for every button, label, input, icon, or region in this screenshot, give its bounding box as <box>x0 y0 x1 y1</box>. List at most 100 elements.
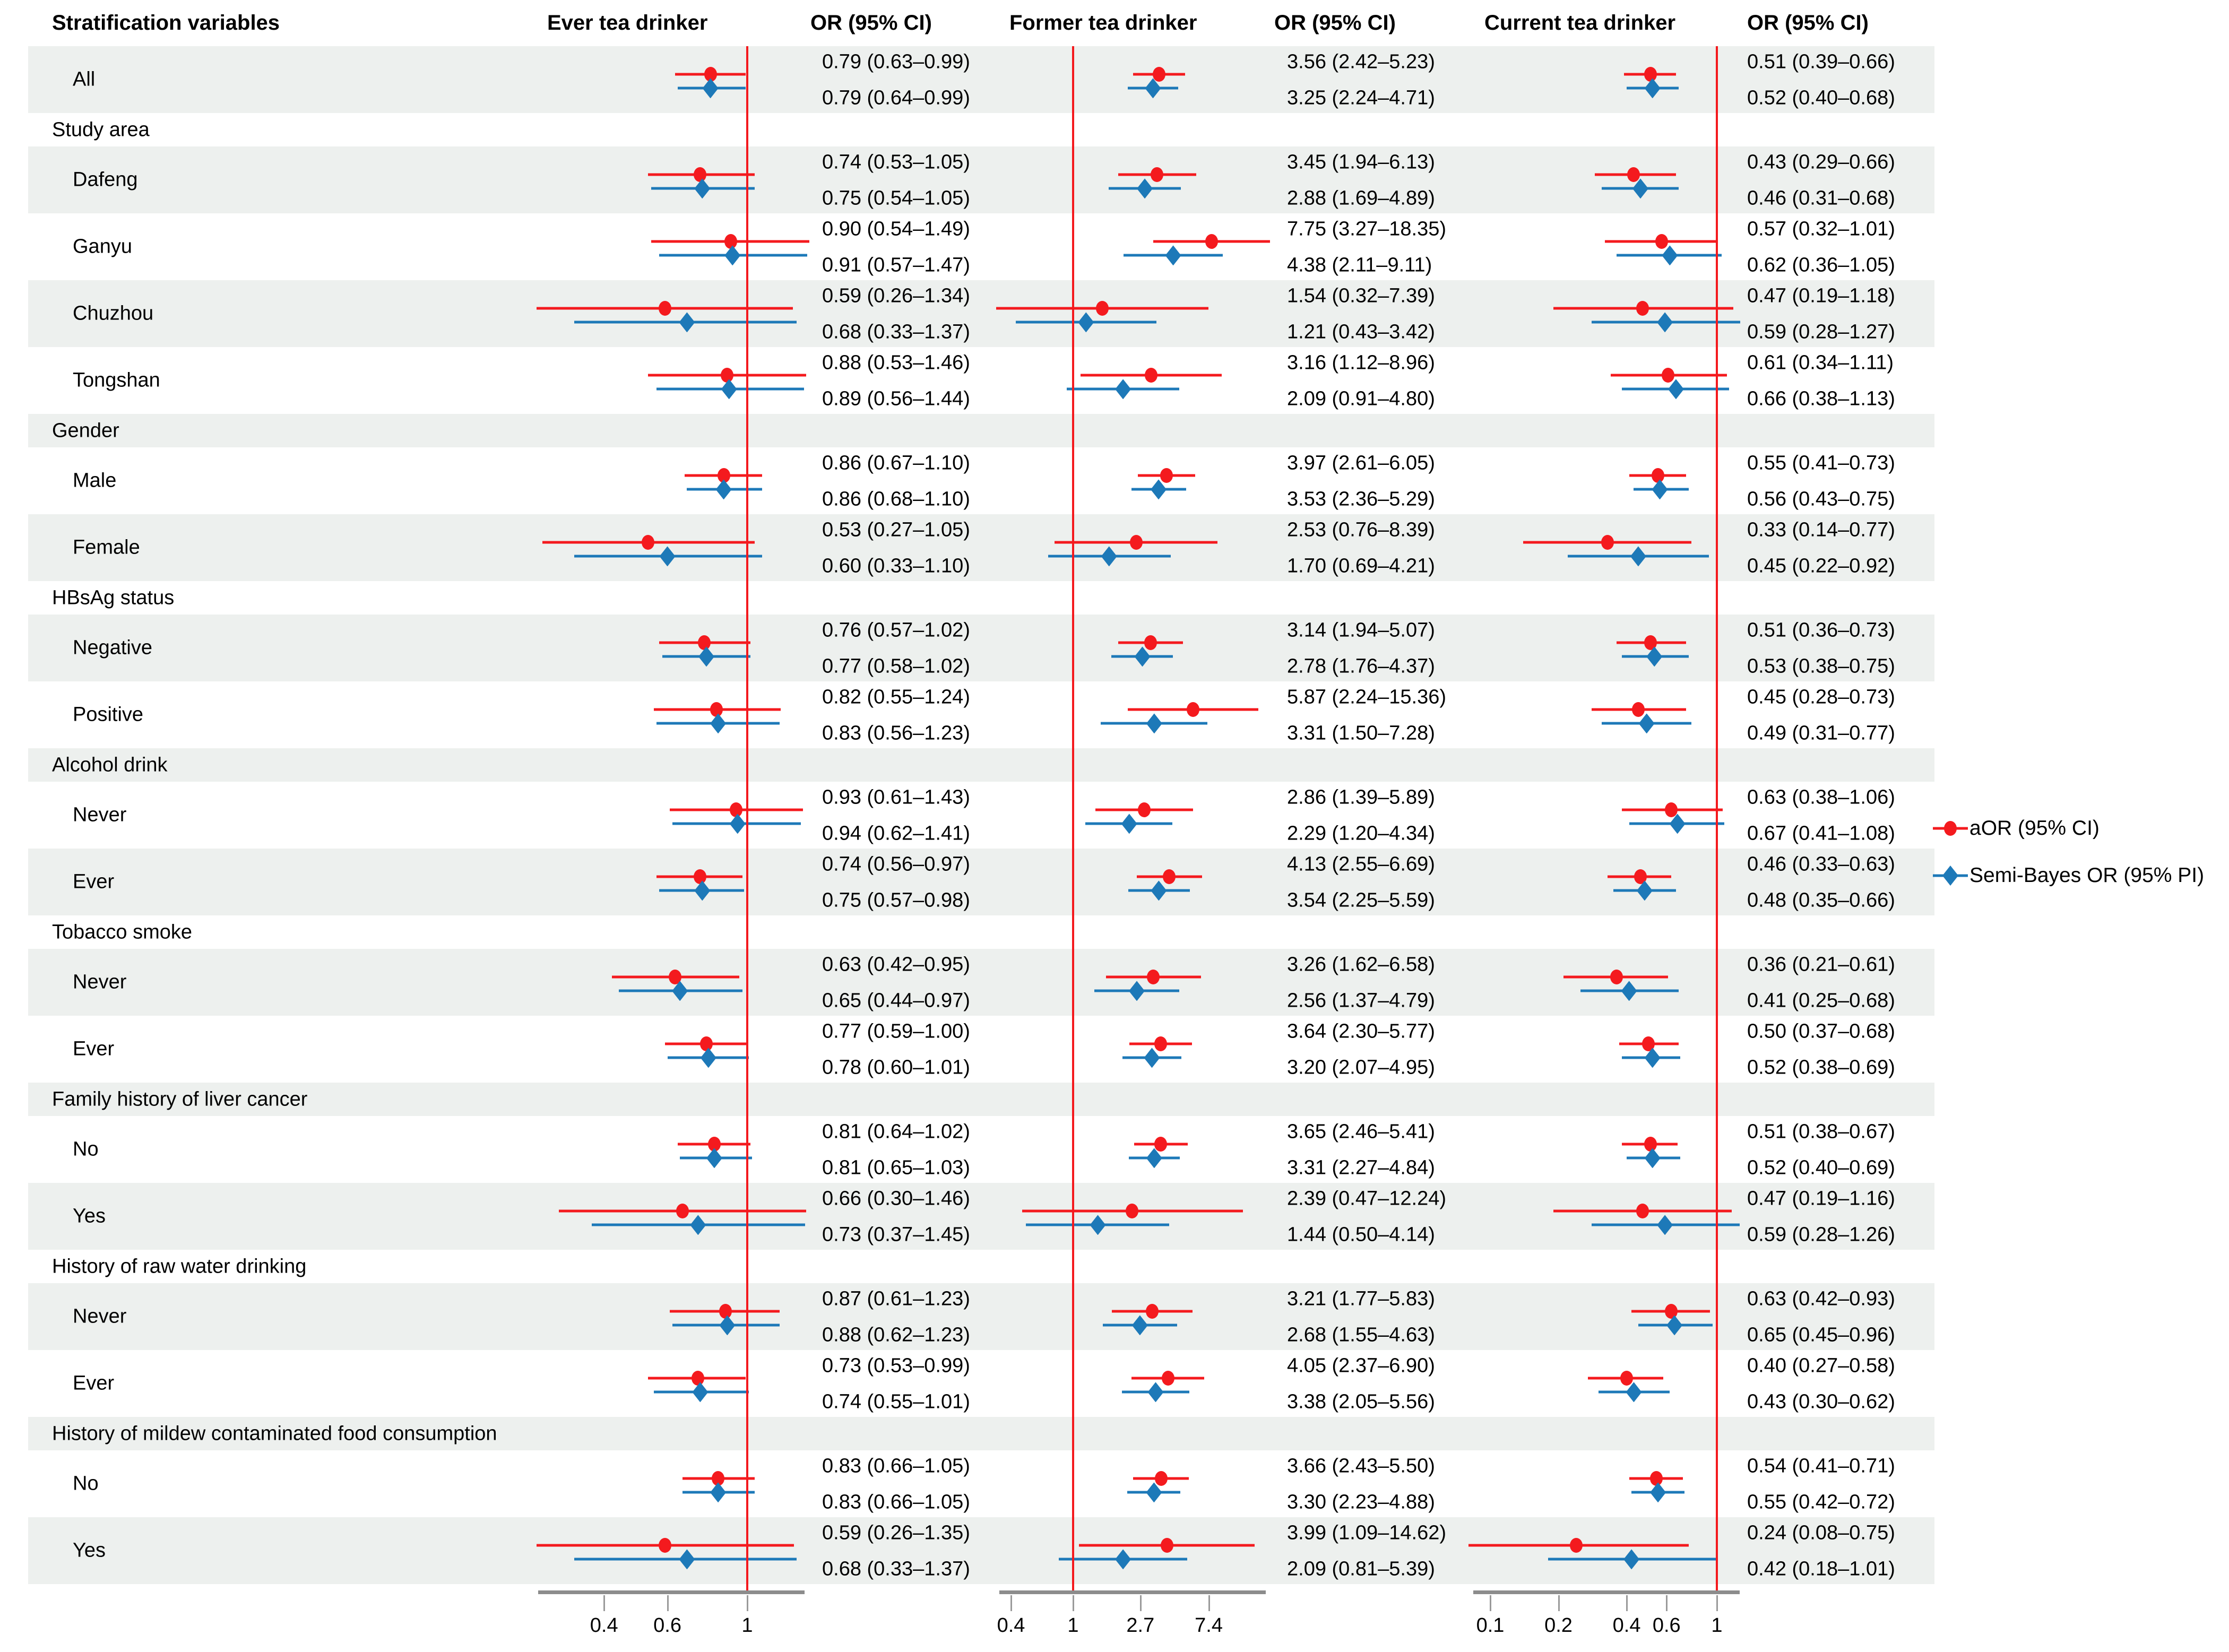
row-label: Yes <box>73 1539 106 1562</box>
circle-icon <box>1655 233 1668 249</box>
circle-icon <box>1144 367 1157 383</box>
circle-icon <box>719 1303 732 1319</box>
semi-bayes-value-text: 0.52 (0.40–0.68) <box>1747 87 1895 109</box>
aor-value-text: 3.26 (1.62–6.58) <box>1287 953 1435 976</box>
semi-bayes-value-text: 0.52 (0.40–0.69) <box>1747 1156 1895 1179</box>
x-axis-tick-label: 0.1 <box>1476 1614 1505 1637</box>
circle-icon <box>1163 869 1176 884</box>
circle-icon <box>1126 1203 1139 1218</box>
semi-bayes-value-text: 0.60 (0.33–1.10) <box>822 555 970 577</box>
aor-value-text: 0.93 (0.61–1.43) <box>822 786 970 809</box>
reference-line-or-1 <box>1072 46 1074 1592</box>
circle-icon <box>1944 821 1957 836</box>
semi-bayes-value-text: 3.54 (2.25–5.59) <box>1287 889 1435 912</box>
aor-value-text: 0.47 (0.19–1.16) <box>1747 1187 1895 1210</box>
row-label: Never <box>73 971 127 993</box>
x-axis-tick-label: 0.6 <box>653 1614 681 1637</box>
x-axis-tick <box>1139 1595 1142 1611</box>
circle-icon <box>694 869 707 884</box>
semi-bayes-value-text: 0.75 (0.54–1.05) <box>822 187 970 210</box>
aor-value-text: 0.24 (0.08–0.75) <box>1747 1521 1895 1544</box>
circle-icon <box>676 1203 689 1218</box>
semi-bayes-value-text: 2.88 (1.69–4.89) <box>1287 187 1435 210</box>
aor-value-text: 0.33 (0.14–0.77) <box>1747 518 1895 541</box>
aor-value-text: 0.86 (0.67–1.10) <box>822 452 970 474</box>
row-label: No <box>73 1472 99 1495</box>
column-header-stratification: Stratification variables <box>52 11 280 34</box>
aor-value-text: 3.65 (2.46–5.41) <box>1287 1120 1435 1143</box>
row-stripe <box>28 849 1934 915</box>
circle-icon <box>1186 702 1199 717</box>
semi-bayes-value-text: 4.38 (2.11–9.11) <box>1287 254 1432 276</box>
diamond-icon <box>1644 1148 1661 1169</box>
row-label: Ever <box>73 870 115 893</box>
semi-bayes-value-text: 2.09 (0.81–5.39) <box>1287 1558 1435 1580</box>
circle-icon <box>1145 1303 1159 1319</box>
row-label: Ever <box>73 1037 115 1060</box>
aor-value-text: 0.66 (0.30–1.46) <box>822 1187 970 1210</box>
aor-value-text: 0.87 (0.61–1.23) <box>822 1287 970 1310</box>
row-label: Never <box>73 803 127 826</box>
semi-bayes-value-text: 3.31 (1.50–7.28) <box>1287 722 1435 745</box>
x-axis-tick-label: 1 <box>741 1614 753 1637</box>
circle-icon <box>694 167 707 182</box>
semi-bayes-value-text: 0.83 (0.56–1.23) <box>822 722 970 745</box>
semi-bayes-value-text: 0.45 (0.22–0.92) <box>1747 555 1895 577</box>
legend-semi-bayes-label: Semi-Bayes OR (95% PI) <box>1969 864 2205 887</box>
aor-value-text: 3.45 (1.94–6.13) <box>1287 151 1435 174</box>
circle-icon <box>1160 1537 1173 1553</box>
aor-value-text: 5.87 (2.24–15.36) <box>1287 686 1447 708</box>
aor-value-text: 0.83 (0.66–1.05) <box>822 1455 970 1477</box>
diamond-icon <box>1942 866 1958 886</box>
aor-value-text: 7.75 (3.27–18.35) <box>1287 218 1447 240</box>
x-axis-tick <box>1490 1595 1491 1611</box>
aor-value-text: 0.76 (0.57–1.02) <box>822 619 970 642</box>
diamond-icon <box>706 1148 722 1169</box>
x-axis-tick-label: 0.6 <box>1652 1614 1681 1637</box>
column-header-or-ci-2: OR (95% CI) <box>1274 11 1396 34</box>
diamond-icon <box>710 713 727 734</box>
row-stripe <box>28 615 1934 681</box>
circle-icon <box>658 300 671 316</box>
aor-value-text: 0.40 (0.27–0.58) <box>1747 1354 1895 1377</box>
semi-bayes-value-text: 3.38 (2.05–5.56) <box>1287 1390 1435 1413</box>
aor-value-text: 0.59 (0.26–1.34) <box>822 284 970 307</box>
circle-icon <box>1129 534 1143 550</box>
aor-value-text: 0.50 (0.37–0.68) <box>1747 1020 1895 1043</box>
semi-bayes-value-text: 0.94 (0.62–1.41) <box>822 822 970 845</box>
row-stripe <box>28 1417 1934 1450</box>
circle-icon <box>1644 1136 1657 1152</box>
row-label: Chuzhou <box>73 302 154 325</box>
aor-value-text: 0.63 (0.38–1.06) <box>1747 786 1895 809</box>
column-header-current-tea-drinker: Current tea drinker <box>1484 11 1676 34</box>
aor-value-text: 0.74 (0.56–0.97) <box>822 853 970 876</box>
diamond-icon <box>715 479 732 500</box>
row-label: Male <box>73 469 117 492</box>
section-label: Tobacco smoke <box>52 921 193 943</box>
semi-bayes-value-text: 1.70 (0.69–4.21) <box>1287 555 1435 577</box>
diamond-icon <box>1662 245 1678 266</box>
section-label: HBsAg status <box>52 586 175 609</box>
diamond-icon <box>1638 713 1655 734</box>
semi-bayes-value-text: 0.91 (0.57–1.47) <box>822 254 970 276</box>
aor-value-text: 0.90 (0.54–1.49) <box>822 218 970 240</box>
circle-icon <box>1154 1136 1168 1152</box>
semi-bayes-value-text: 0.68 (0.33–1.37) <box>822 1558 970 1580</box>
semi-bayes-value-text: 0.49 (0.31–0.77) <box>1747 722 1895 745</box>
row-label: Tongshan <box>73 369 160 392</box>
aor-value-text: 0.57 (0.32–1.01) <box>1747 218 1895 240</box>
aor-value-text: 3.56 (2.42–5.23) <box>1287 50 1435 73</box>
semi-bayes-value-text: 2.78 (1.76–4.37) <box>1287 655 1435 678</box>
aor-value-text: 0.77 (0.59–1.00) <box>822 1020 970 1043</box>
semi-bayes-value-text: 0.68 (0.33–1.37) <box>822 321 970 343</box>
aor-value-text: 0.54 (0.41–0.71) <box>1747 1455 1895 1477</box>
circle-icon <box>1154 1036 1167 1051</box>
row-stripe <box>28 414 1934 447</box>
x-axis-tick-label: 0.4 <box>590 1614 618 1637</box>
aor-value-text: 0.63 (0.42–0.93) <box>1747 1287 1895 1310</box>
semi-bayes-value-text: 3.20 (2.07–4.95) <box>1287 1056 1435 1079</box>
row-stripe <box>28 1083 1934 1116</box>
aor-value-text: 0.61 (0.34–1.11) <box>1747 351 1894 374</box>
row-stripe <box>28 1183 1934 1250</box>
semi-bayes-value-text: 0.78 (0.60–1.01) <box>822 1056 970 1079</box>
